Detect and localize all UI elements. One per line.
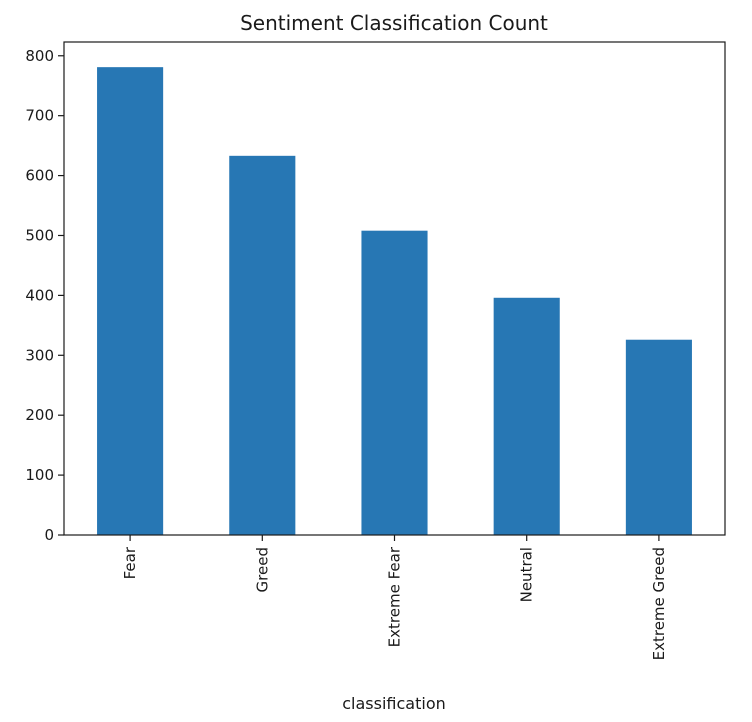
y-tick-label: 800 [25, 47, 54, 65]
y-tick-label: 700 [25, 107, 54, 125]
y-tick-label: 0 [44, 526, 54, 544]
x-axis-label: classification [342, 694, 446, 713]
chart-title: Sentiment Classification Count [240, 11, 548, 35]
bar-neutral [493, 297, 560, 535]
x-tick-label-extreme-fear: Extreme Fear [386, 546, 404, 647]
y-tick-label: 200 [25, 406, 54, 424]
x-axis: Fear Greed Extreme Fear Neutral Extreme Gree… [121, 535, 668, 660]
y-tick-label: 500 [25, 226, 54, 244]
y-tick-label: 600 [25, 167, 54, 185]
y-axis: 0 100 200 300 400 500 600 700 800 [25, 47, 64, 544]
bar-extreme-greed [625, 339, 692, 535]
plot-frame [63, 41, 726, 536]
y-tick-label: 400 [25, 286, 54, 304]
x-tick-label-extreme-greed: Extreme Greed [650, 547, 668, 660]
x-tick-label-neutral: Neutral [518, 547, 536, 602]
bar-fear [97, 67, 164, 535]
y-tick-label: 300 [25, 346, 54, 364]
bars-layer [97, 67, 692, 535]
y-tick-label: 100 [25, 466, 54, 484]
bar-extreme-fear [361, 230, 428, 535]
bar-greed [229, 155, 296, 535]
x-tick-label-greed: Greed [253, 547, 271, 592]
x-tick-label-fear: Fear [121, 546, 139, 579]
